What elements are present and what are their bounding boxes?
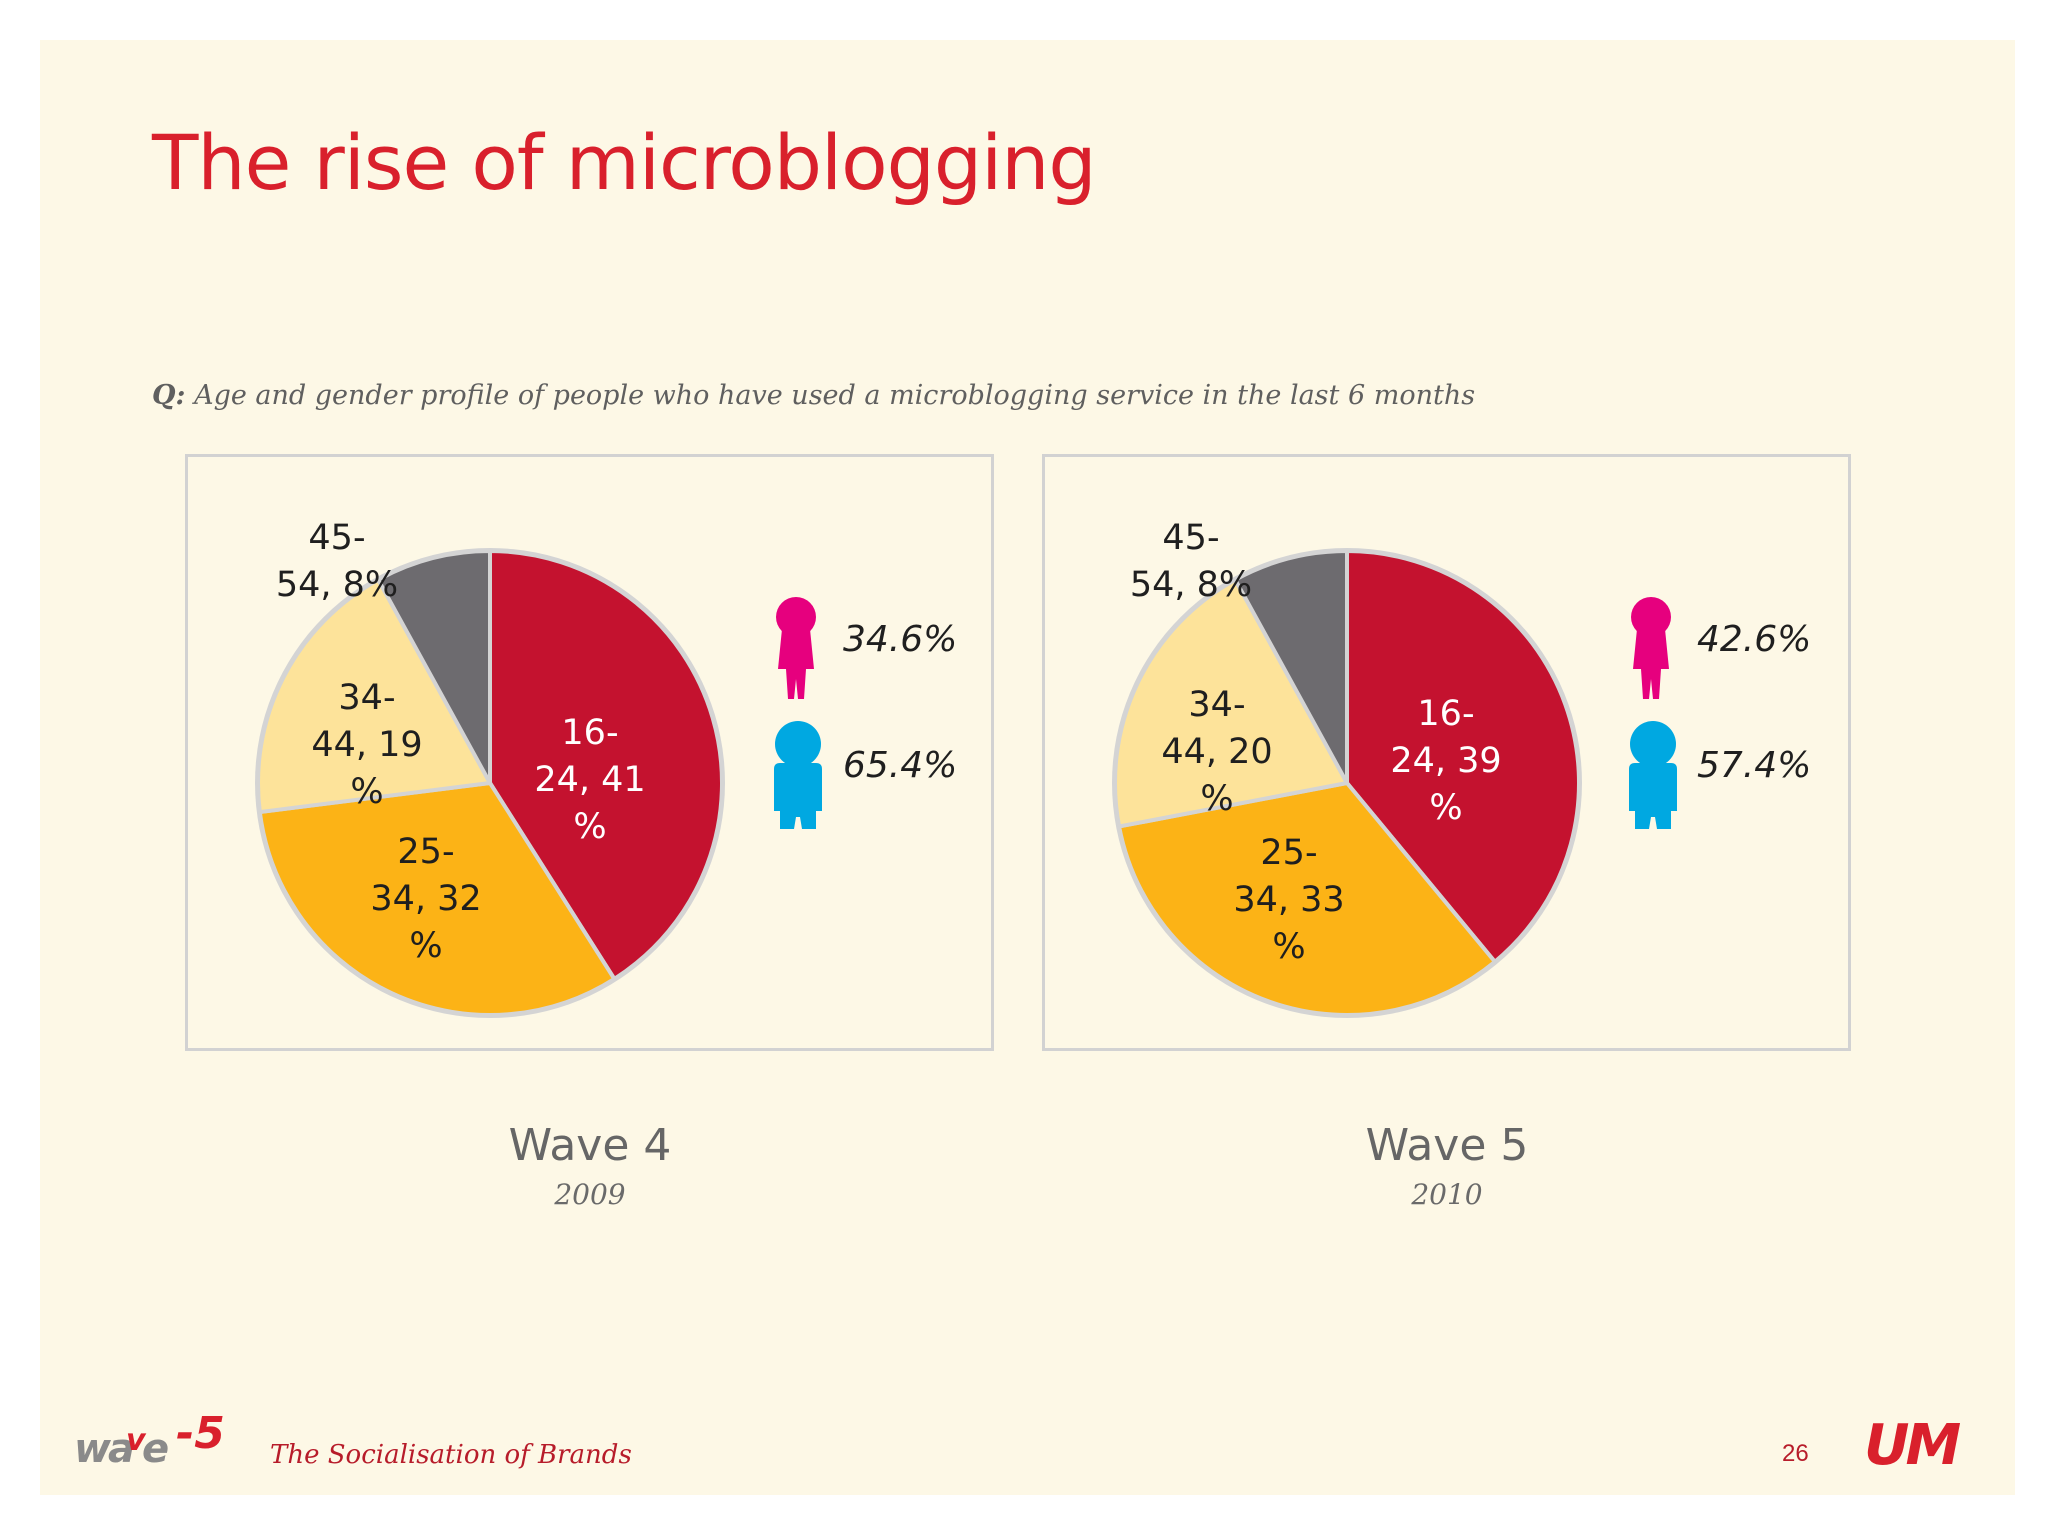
chart-subtitle-2010: 2010 bbox=[1411, 1178, 1483, 1211]
data-label-16-24: 16- 24, 39% bbox=[1390, 694, 1502, 828]
slice-16-24 bbox=[1345, 549, 1581, 964]
svg-text:e: e bbox=[142, 1426, 169, 1472]
pie-chart-wave5 bbox=[1112, 548, 1582, 1018]
slice-45-54 bbox=[1233, 549, 1349, 785]
female-percent: 42.6% bbox=[1697, 619, 1812, 660]
male-icon bbox=[1629, 721, 1677, 829]
chart-title-wave5: Wave 5 bbox=[1365, 1120, 1529, 1171]
chart-subtitle-2009: 2009 bbox=[554, 1178, 626, 1211]
svg-text:v: v bbox=[126, 1423, 147, 1458]
chart-panel-wave4: 16- 24, 41% 25- 34, 32% 34- 44, 19% 45- 54, … bbox=[185, 454, 994, 1051]
question-text: Q: Age and gender profile of people who … bbox=[152, 380, 1475, 411]
svg-text:wa: wa bbox=[74, 1426, 133, 1472]
data-label-34-44: 34- 44, 20% bbox=[1161, 685, 1273, 819]
male-icon bbox=[774, 721, 822, 829]
chart-panel-wave5: 16- 24, 39% 25- 34, 33% 34- 44, 20% 45- 54, … bbox=[1042, 454, 1851, 1051]
female-icon bbox=[1631, 597, 1671, 699]
page-number: 26 bbox=[1782, 1440, 1809, 1467]
svg-text:UM: UM bbox=[1864, 1413, 1960, 1472]
data-label-45-54: 45- 54, 8% bbox=[275, 518, 399, 605]
question-prefix: Q: bbox=[152, 380, 186, 411]
chart-title-wave4: Wave 4 bbox=[508, 1120, 672, 1171]
data-label-45-54: 45- 54, 8% bbox=[1129, 518, 1253, 605]
data-label-25-34: 25- 34, 32% bbox=[370, 832, 482, 966]
page-title: The rise of microblogging bbox=[152, 118, 1097, 207]
um-logo: UM bbox=[1864, 1413, 1964, 1472]
pie-slices-wave5 bbox=[1112, 548, 1582, 1018]
footer-brand: The Socialisation of Brands bbox=[270, 1440, 632, 1470]
data-label-16-24: 16- 24, 41% bbox=[534, 713, 646, 847]
slice-34-44 bbox=[1113, 577, 1349, 829]
slice-25-34 bbox=[1117, 781, 1497, 1017]
pie-slices-wave4 bbox=[255, 548, 725, 1018]
pie-chart-wave4 bbox=[255, 548, 725, 1018]
wave5-logo: wa v e -5 bbox=[74, 1412, 225, 1472]
slice-45-54 bbox=[376, 549, 492, 785]
svg-text:-5: -5 bbox=[176, 1412, 225, 1459]
slice-34-44 bbox=[256, 577, 492, 815]
female-icon bbox=[776, 597, 816, 699]
male-percent: 65.4% bbox=[843, 745, 958, 786]
data-label-25-34: 25- 34, 33% bbox=[1233, 833, 1345, 967]
question-body: Age and gender profile of people who hav… bbox=[185, 380, 1476, 411]
slice-25-34 bbox=[257, 781, 617, 1017]
male-percent: 57.4% bbox=[1697, 745, 1812, 786]
female-percent: 34.6% bbox=[843, 619, 958, 660]
data-label-34-44: 34- 44, 19% bbox=[311, 678, 423, 812]
